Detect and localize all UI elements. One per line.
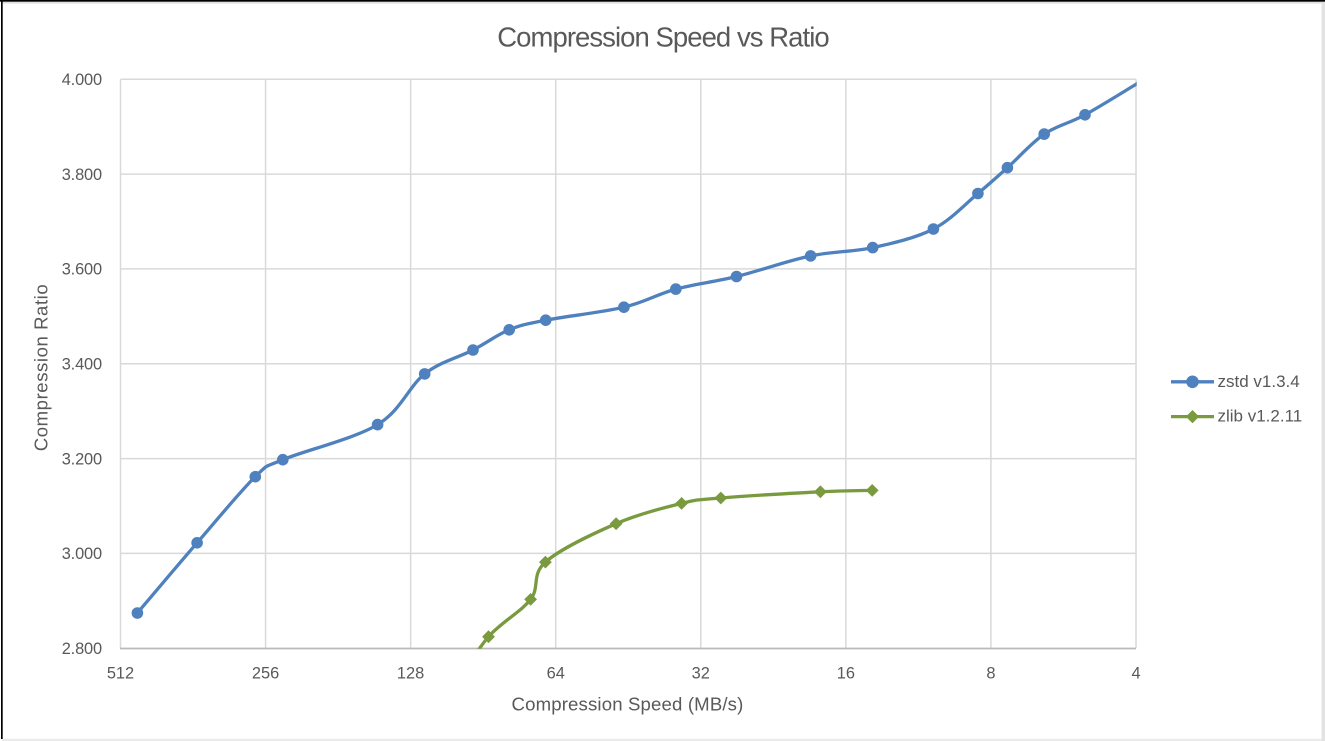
- svg-text:32: 32: [692, 665, 710, 683]
- svg-text:512: 512: [107, 665, 134, 683]
- svg-text:8: 8: [986, 665, 995, 683]
- svg-text:Compression Speed (MB/s): Compression Speed (MB/s): [512, 693, 744, 714]
- svg-text:3.600: 3.600: [62, 261, 102, 279]
- svg-text:256: 256: [252, 665, 279, 683]
- svg-text:128: 128: [397, 665, 424, 683]
- svg-text:3.400: 3.400: [62, 356, 102, 374]
- svg-text:3.200: 3.200: [62, 450, 102, 468]
- svg-text:Compression Ratio: Compression Ratio: [31, 284, 52, 451]
- svg-text:4.000: 4.000: [62, 71, 102, 89]
- svg-text:2.800: 2.800: [62, 640, 102, 658]
- svg-text:zstd v1.3.4: zstd v1.3.4: [1218, 372, 1300, 391]
- svg-text:4: 4: [1131, 665, 1140, 683]
- svg-text:zlib v1.2.11: zlib v1.2.11: [1218, 407, 1303, 426]
- svg-text:Compression Speed vs Ratio: Compression Speed vs Ratio: [497, 21, 829, 52]
- svg-text:3.800: 3.800: [62, 166, 102, 184]
- svg-text:64: 64: [547, 665, 565, 683]
- svg-text:3.000: 3.000: [62, 545, 102, 563]
- svg-text:16: 16: [837, 665, 855, 683]
